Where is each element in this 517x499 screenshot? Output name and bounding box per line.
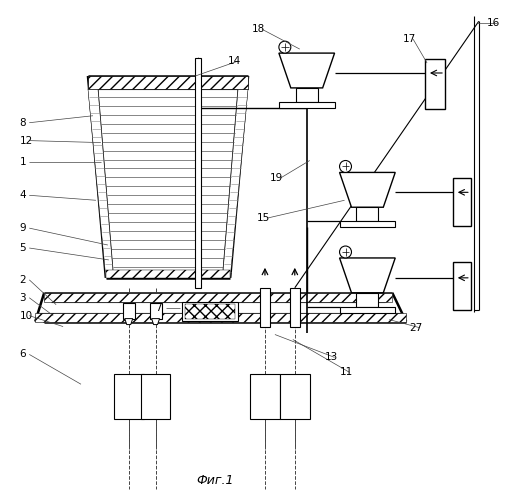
Text: Фиг.1: Фиг.1	[196, 474, 234, 487]
Polygon shape	[340, 258, 395, 293]
Bar	[114, 374, 144, 419]
Text: 19: 19	[270, 173, 283, 184]
Text: 9: 9	[19, 223, 26, 233]
Text: 6: 6	[19, 349, 26, 359]
Bar	[106, 270, 230, 278]
Bar	[88, 76, 248, 89]
Polygon shape	[340, 173, 395, 207]
Text: 15: 15	[257, 213, 270, 223]
Text: 5: 5	[19, 243, 26, 253]
Bar	[183, 302, 238, 320]
Text: 1: 1	[19, 158, 26, 168]
Text: 4: 4	[19, 190, 26, 200]
Bar	[195, 58, 201, 288]
Text: 17: 17	[403, 34, 416, 44]
Text: 14: 14	[228, 56, 241, 66]
Bar	[296, 88, 317, 102]
Bar	[453, 179, 471, 226]
Bar	[260, 288, 270, 326]
Polygon shape	[151, 319, 160, 324]
Bar	[141, 374, 171, 419]
Bar	[280, 374, 310, 419]
Bar	[186, 304, 235, 319]
Text: 2: 2	[19, 275, 26, 285]
Text: 18: 18	[252, 24, 265, 34]
Bar	[35, 313, 406, 321]
Polygon shape	[223, 89, 248, 278]
Text: 3: 3	[19, 293, 26, 303]
Text: 13: 13	[325, 352, 338, 362]
Text: 12: 12	[19, 136, 33, 146]
Bar	[279, 102, 334, 108]
Polygon shape	[279, 53, 334, 88]
Bar	[250, 374, 280, 419]
Bar	[123, 303, 135, 319]
Text: 10: 10	[19, 311, 33, 321]
Bar	[356, 293, 378, 307]
Bar	[356, 207, 378, 221]
Text: 27: 27	[409, 322, 422, 332]
Text: 8: 8	[19, 118, 26, 128]
Bar	[44, 293, 392, 302]
Bar	[290, 288, 300, 326]
Text: 11: 11	[340, 367, 353, 377]
Polygon shape	[88, 89, 113, 278]
Text: 7: 7	[156, 303, 162, 313]
Bar	[453, 262, 471, 310]
Circle shape	[340, 161, 352, 173]
Bar	[425, 59, 445, 109]
Text: 16: 16	[486, 18, 500, 28]
Bar	[149, 303, 161, 319]
Circle shape	[340, 246, 352, 258]
Circle shape	[279, 41, 291, 53]
Bar	[340, 221, 395, 227]
Bar	[340, 307, 395, 313]
Polygon shape	[125, 319, 133, 324]
